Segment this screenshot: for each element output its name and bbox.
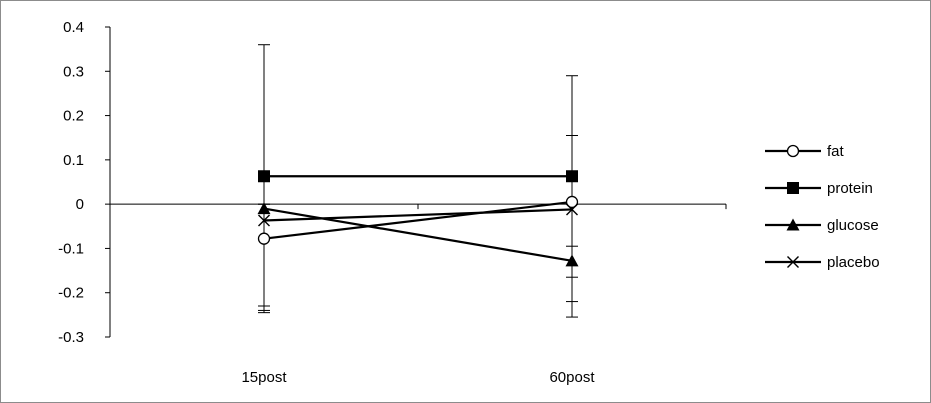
legend-item-glucose: glucose bbox=[765, 217, 879, 234]
series-lines bbox=[263, 175, 573, 262]
legend-item-fat: fat bbox=[765, 143, 845, 160]
legend-marker-stroke bbox=[787, 256, 799, 268]
placebo-data-point-stroke bbox=[566, 203, 578, 216]
y-tick-label: 0.3 bbox=[63, 63, 84, 80]
y-tick-label: 0.1 bbox=[63, 152, 84, 169]
y-tick-label: 0.4 bbox=[63, 19, 84, 36]
y-tick-label: -0.1 bbox=[58, 240, 84, 257]
placebo-data-point bbox=[566, 203, 578, 216]
glucose-data-point bbox=[565, 254, 579, 267]
protein-data-point bbox=[566, 170, 578, 183]
legend-marker bbox=[787, 182, 799, 194]
legend-item-protein: protein bbox=[765, 180, 873, 197]
y-tick-label: 0 bbox=[76, 196, 84, 213]
legend-item-placebo: placebo bbox=[765, 254, 880, 271]
legend-marker bbox=[787, 256, 799, 268]
legend-label: placebo bbox=[827, 254, 880, 271]
legend-marker bbox=[786, 144, 800, 158]
y-tick-label: -0.3 bbox=[58, 329, 84, 346]
legend-label: protein bbox=[827, 180, 873, 197]
glucose-series-line bbox=[263, 207, 573, 262]
data-markers bbox=[257, 170, 579, 267]
legend-label: fat bbox=[827, 143, 845, 160]
axes: -0.3 -0.2 -0.1 0 0.1 0.2 0.3 0.4 15post 60post bbox=[58, 19, 727, 386]
placebo-data-point bbox=[258, 214, 270, 227]
legend-label: glucose bbox=[827, 217, 879, 234]
placebo-series-line bbox=[263, 208, 573, 222]
protein-data-point bbox=[258, 170, 270, 183]
fat-data-point bbox=[257, 232, 271, 245]
y-tick-label: -0.2 bbox=[58, 285, 84, 302]
fat-data-point bbox=[565, 195, 579, 209]
y-tick-label: 0.2 bbox=[63, 108, 84, 125]
placebo-data-point-stroke bbox=[258, 214, 270, 227]
fat-series-line bbox=[263, 200, 573, 240]
legend-marker bbox=[786, 218, 800, 231]
x-tick-label: 60post bbox=[549, 369, 595, 386]
error-bars bbox=[258, 44, 578, 318]
legend: fat protein glucose placebo bbox=[765, 143, 880, 271]
glucose-data-point bbox=[257, 202, 271, 215]
x-tick-label: 15post bbox=[241, 369, 287, 386]
